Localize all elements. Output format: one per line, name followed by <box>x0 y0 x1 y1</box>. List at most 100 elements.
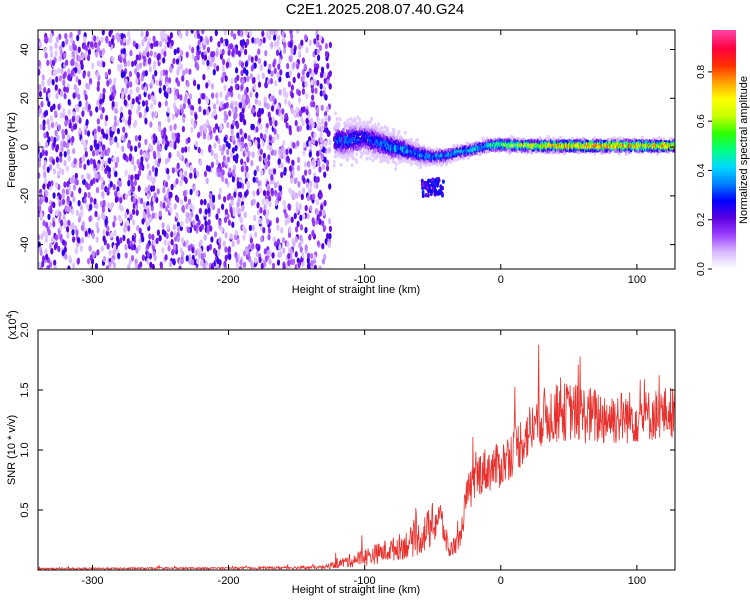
heatmap-cell <box>77 93 81 101</box>
heatmap-cell <box>269 168 273 175</box>
heatmap-cell <box>318 265 322 269</box>
heatmap-cell <box>180 50 184 57</box>
heatmap-cell <box>304 226 308 234</box>
heatmap-cell <box>156 144 160 151</box>
heatmap-cell <box>138 62 143 69</box>
heatmap-cell <box>87 48 91 56</box>
heatmap-cell <box>108 40 112 47</box>
heatmap-cell <box>83 43 87 50</box>
heatmap-cell <box>256 165 260 172</box>
heatmap-cell <box>295 192 299 199</box>
heatmap-cell <box>155 40 159 47</box>
heatmap-cell <box>272 236 276 243</box>
heatmap-cell <box>275 217 279 224</box>
heatmap-cell <box>134 258 138 265</box>
heatmap-cell <box>283 47 287 54</box>
heatmap-cell <box>297 181 301 188</box>
heatmap-cell <box>142 201 146 208</box>
heatmap-cell <box>185 239 189 246</box>
heatmap-cell <box>70 69 75 76</box>
heatmap-cell <box>316 116 320 123</box>
heatmap-cell <box>307 194 311 202</box>
heatmap-cell <box>231 221 235 228</box>
heatmap-cell <box>229 43 233 50</box>
heatmap-cell <box>51 59 56 67</box>
heatmap-cell <box>136 158 140 166</box>
heatmap-cell <box>327 240 331 247</box>
heatmap-cell <box>154 159 158 166</box>
heatmap-cell <box>146 162 150 170</box>
heatmap-cell <box>153 239 157 247</box>
heatmap-cell <box>257 149 261 156</box>
heatmap-cell <box>274 189 278 197</box>
heatmap-cell <box>274 30 278 34</box>
heatmap-cell <box>295 201 299 208</box>
heatmap-cell <box>73 158 77 165</box>
heatmap-cell <box>277 63 281 70</box>
heatmap-cell <box>198 252 202 259</box>
heatmap-cell <box>243 261 247 269</box>
heatmap-cell <box>78 100 82 108</box>
heatmap-cell <box>137 185 141 192</box>
heatmap-cell <box>212 69 216 76</box>
heatmap-cell <box>313 254 317 262</box>
heatmap-cell <box>322 209 326 216</box>
heatmap-cell <box>77 216 81 223</box>
heatmap-cell <box>52 220 56 228</box>
heatmap-cell <box>371 158 375 163</box>
heatmap-cell <box>197 32 201 39</box>
heatmap-cell <box>136 86 140 94</box>
heatmap-cell <box>172 135 176 142</box>
heatmap-cell <box>311 230 315 237</box>
heatmap-cell <box>316 214 320 221</box>
heatmap-cell <box>124 212 128 219</box>
heatmap-cell <box>150 102 154 110</box>
heatmap-cell <box>184 94 188 101</box>
heatmap-cell <box>236 132 240 139</box>
heatmap-cell <box>202 38 206 46</box>
heatmap-cell <box>282 147 286 155</box>
heatmap-cell <box>127 225 131 232</box>
heatmap-cell <box>155 79 159 86</box>
heatmap-cell <box>269 95 273 102</box>
heatmap-cell <box>128 155 133 162</box>
heatmap-cell <box>270 174 274 181</box>
heatmap-cell <box>155 196 159 204</box>
heatmap-cell <box>271 95 275 102</box>
heatmap-cell <box>80 138 84 145</box>
heatmap-cell <box>91 232 95 239</box>
heatmap-cell <box>62 214 66 221</box>
heatmap-cell <box>250 56 254 63</box>
heatmap-cell <box>45 253 49 261</box>
heatmap-cell <box>295 206 299 214</box>
heatmap-cell <box>236 238 240 245</box>
heatmap-cell <box>106 187 110 194</box>
heatmap-cell <box>235 261 239 268</box>
heatmap-cell <box>293 212 297 220</box>
heatmap-cell <box>180 107 184 115</box>
heatmap-cell <box>55 182 59 189</box>
heatmap-cell <box>219 53 224 60</box>
heatmap-cell <box>116 127 120 135</box>
heatmap-cell <box>328 70 332 77</box>
heatmap-cell <box>180 257 184 265</box>
heatmap-cell <box>311 217 315 224</box>
heatmap-cell <box>228 110 232 117</box>
heatmap-cell <box>153 254 157 262</box>
heatmap-cell <box>280 171 284 178</box>
heatmap-cell <box>38 234 41 241</box>
heatmap-cell <box>387 160 390 165</box>
heatmap-cell <box>141 100 146 107</box>
heatmap-cell <box>164 254 168 261</box>
heatmap-cell <box>264 50 268 57</box>
heatmap-cell <box>45 190 49 197</box>
heatmap-cell <box>328 218 332 225</box>
heatmap-cell <box>167 245 171 252</box>
heatmap-cell <box>95 186 100 194</box>
heatmap-cell <box>41 149 45 156</box>
heatmap-cell <box>51 158 56 166</box>
heatmap-cell <box>185 51 189 58</box>
heatmap-cell <box>289 165 293 172</box>
heatmap-cell <box>65 165 69 172</box>
heatmap-cell <box>328 233 332 240</box>
